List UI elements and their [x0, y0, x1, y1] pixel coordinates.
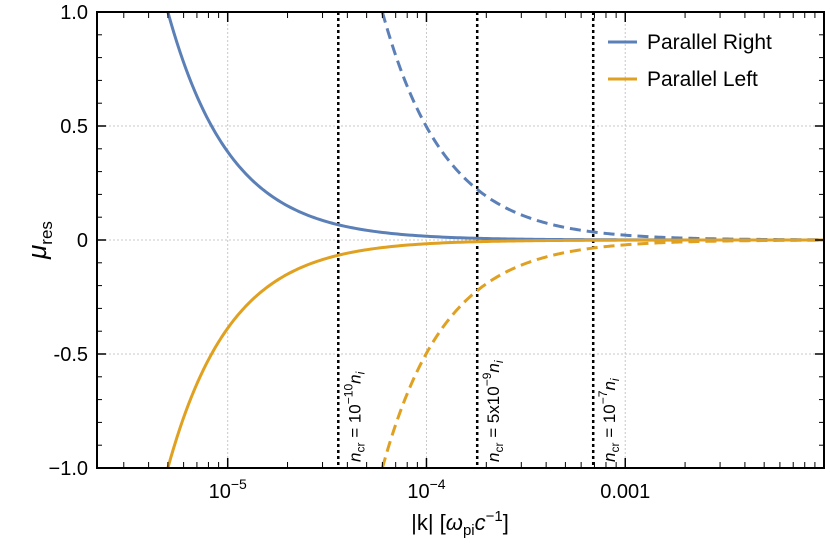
vline-label-2: ncr = 10−7ni: [596, 378, 622, 462]
label-layer: 1.0 0.5 0 -0.5 −1.0 10−5 10−4 0.001 ncr = 10−10n…: [49, 2, 651, 503]
y-tick-label-2: 0: [77, 230, 88, 252]
x-tick-label-2: 0.001: [600, 481, 650, 503]
y-tick-label-1: 0.5: [60, 116, 88, 138]
legend: Parallel Right Parallel Left: [608, 31, 772, 91]
legend-label-parallel-left: Parallel Left: [647, 68, 758, 91]
x-tick-label-1: 10−4: [407, 476, 445, 503]
tick-layer: [97, 11, 824, 469]
x-axis-title: |k| [ωpic−1]: [411, 508, 509, 539]
series-parallel-left-dashed: [380, 238, 824, 469]
y-axis-title: μres: [22, 221, 56, 260]
y-axis-title-sub: res: [37, 221, 56, 245]
series-layer: [166, 11, 824, 469]
y-tick-label-3: -0.5: [54, 344, 88, 366]
y-axis-title-mu: μ: [22, 245, 52, 260]
y-tick-label-0: 1.0: [60, 2, 88, 24]
legend-label-parallel-right: Parallel Right: [647, 31, 772, 54]
x-tick-label-0: 10−5: [209, 476, 247, 503]
vline-label-0: ncr = 10−10ni: [341, 371, 367, 462]
vline-label-1: ncr = 5x10−9ni: [480, 360, 506, 462]
series-parallel-right-dashed: [380, 11, 824, 242]
y-tick-label-4: −1.0: [49, 458, 88, 480]
